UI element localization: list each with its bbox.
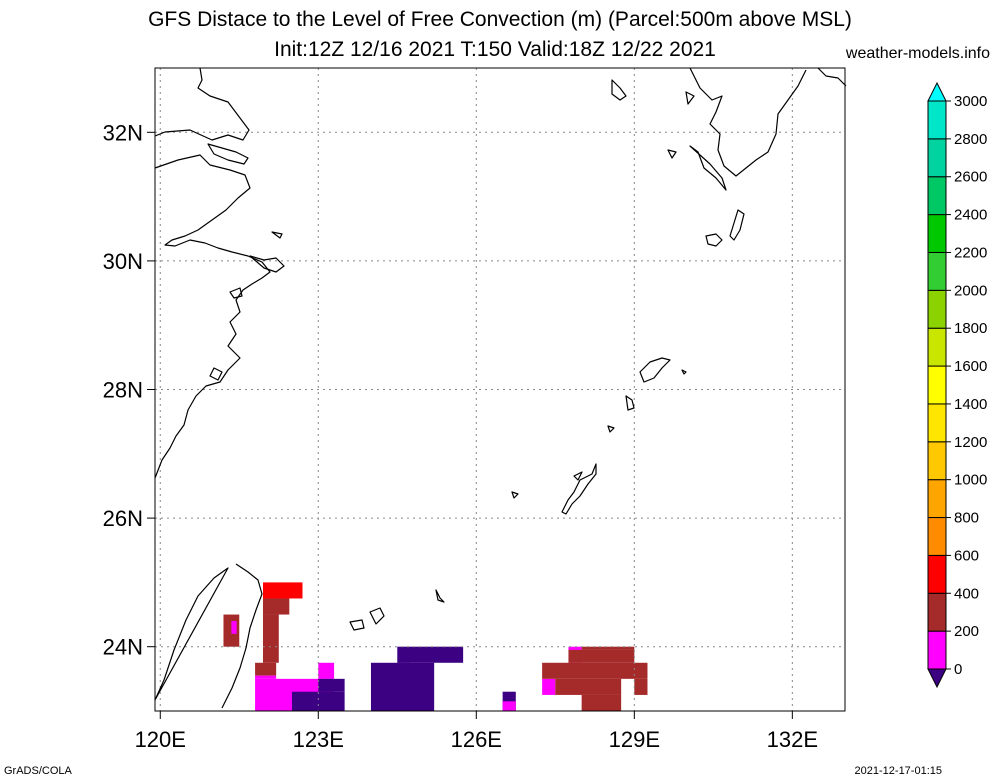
field-cell <box>581 646 635 650</box>
y-tick-label: 24N <box>103 635 143 660</box>
colorbar-segment <box>927 630 947 670</box>
colorbar-segment <box>927 403 947 443</box>
coastline-china <box>154 67 271 479</box>
x-tick-label: 132E <box>767 727 818 752</box>
y-tick-label: 32N <box>103 120 143 145</box>
footer-timestamp: 2021-12-17-01:15 <box>854 765 942 777</box>
field-cell <box>255 662 277 676</box>
field-cell <box>262 614 279 663</box>
y-tick-label: 26N <box>103 506 143 531</box>
chart-subtitle: Init:12Z 12/16 2021 T:150 Valid:18Z 12/2… <box>274 38 716 61</box>
field-cell <box>555 678 622 695</box>
chart-title: GFS Distace to the Level of Free Convect… <box>148 8 852 31</box>
colorbar-segment <box>927 138 947 178</box>
field-cell <box>255 675 277 679</box>
field-cell <box>291 691 345 711</box>
colorbar-label: 2200 <box>954 244 987 261</box>
coastline-zhoushan <box>249 231 285 273</box>
colorbar-segment <box>927 289 947 329</box>
colorbar-top-arrow <box>927 81 947 102</box>
x-tick-label: 126E <box>451 727 502 752</box>
colorbar-label: 1400 <box>954 396 987 413</box>
colorbar-label: 600 <box>954 547 979 564</box>
field-cell <box>502 701 516 711</box>
x-tick-label: 123E <box>293 727 344 752</box>
colorbar-label: 400 <box>954 585 979 602</box>
field-cell <box>397 662 435 711</box>
y-tick-label: 30N <box>103 249 143 274</box>
colorbar-bottom-arrow <box>927 668 947 689</box>
field-cell <box>634 678 648 695</box>
coastline-yangtze-bank <box>207 143 249 165</box>
coastline-tokunoshima <box>607 395 635 433</box>
coastlines <box>154 67 847 709</box>
field-cell <box>568 649 635 663</box>
colorbar-segment <box>927 365 947 405</box>
x-tick-label: 129E <box>609 727 660 752</box>
colorbar-label: 1200 <box>954 434 987 451</box>
lfc-field-layer <box>223 582 648 711</box>
colorbar-segment <box>927 327 947 367</box>
field-cell <box>262 582 303 599</box>
field-cell <box>542 678 556 695</box>
colorbar-label: 1000 <box>954 472 987 489</box>
field-cell <box>318 662 335 679</box>
coastline-amakusa <box>611 79 727 191</box>
colorbar-segment <box>927 176 947 216</box>
coastline-miyako <box>349 589 445 631</box>
colorbar: 0 200 400 600 800 1000 1200 1400 1600 1800 2000 220… <box>927 81 987 689</box>
colorbar-segment <box>927 554 947 594</box>
colorbar-label: 2800 <box>954 131 987 148</box>
colorbar-segment <box>927 592 947 632</box>
coastline-tanegashima <box>705 209 745 247</box>
field-cell <box>397 646 464 663</box>
coastline-taiwan <box>154 563 263 709</box>
colorbar-segment <box>927 251 947 291</box>
map-axes: 120E 123E 126E 129E 132E 24N 26N 28N 30N 32N <box>103 120 818 752</box>
grid-lines <box>155 68 845 711</box>
coastline-kyushu <box>689 67 847 177</box>
colorbar-segment <box>927 214 947 253</box>
colorbar-label: 800 <box>954 510 979 527</box>
colorbar-label: 2400 <box>954 207 987 224</box>
colorbar-label: 1600 <box>954 358 987 375</box>
colorbar-label: 2600 <box>954 169 987 186</box>
source-site-label: weather-models.info <box>845 45 990 62</box>
field-cell <box>231 620 237 634</box>
colorbar-segment <box>927 479 947 519</box>
x-tick-label: 120E <box>135 727 186 752</box>
colorbar-label: 3000 <box>954 93 987 110</box>
coastline-amami <box>639 357 687 383</box>
field-cell <box>581 694 622 711</box>
y-tick-label: 28N <box>103 378 143 403</box>
field-cell <box>542 662 648 679</box>
colorbar-label: 200 <box>954 623 979 640</box>
colorbar-segment <box>927 441 947 481</box>
coastline-islets-1 <box>209 287 243 381</box>
field-cell <box>262 598 290 615</box>
colorbar-label: 1800 <box>954 320 987 337</box>
colorbar-segment <box>927 100 947 140</box>
colorbar-label: 0 <box>954 661 962 678</box>
colorbar-segment <box>927 517 947 556</box>
footer-software-label: GrADS/COLA <box>4 765 72 777</box>
coastline-okinawa <box>511 463 597 515</box>
colorbar-label: 2000 <box>954 282 987 299</box>
field-cell <box>318 678 345 692</box>
